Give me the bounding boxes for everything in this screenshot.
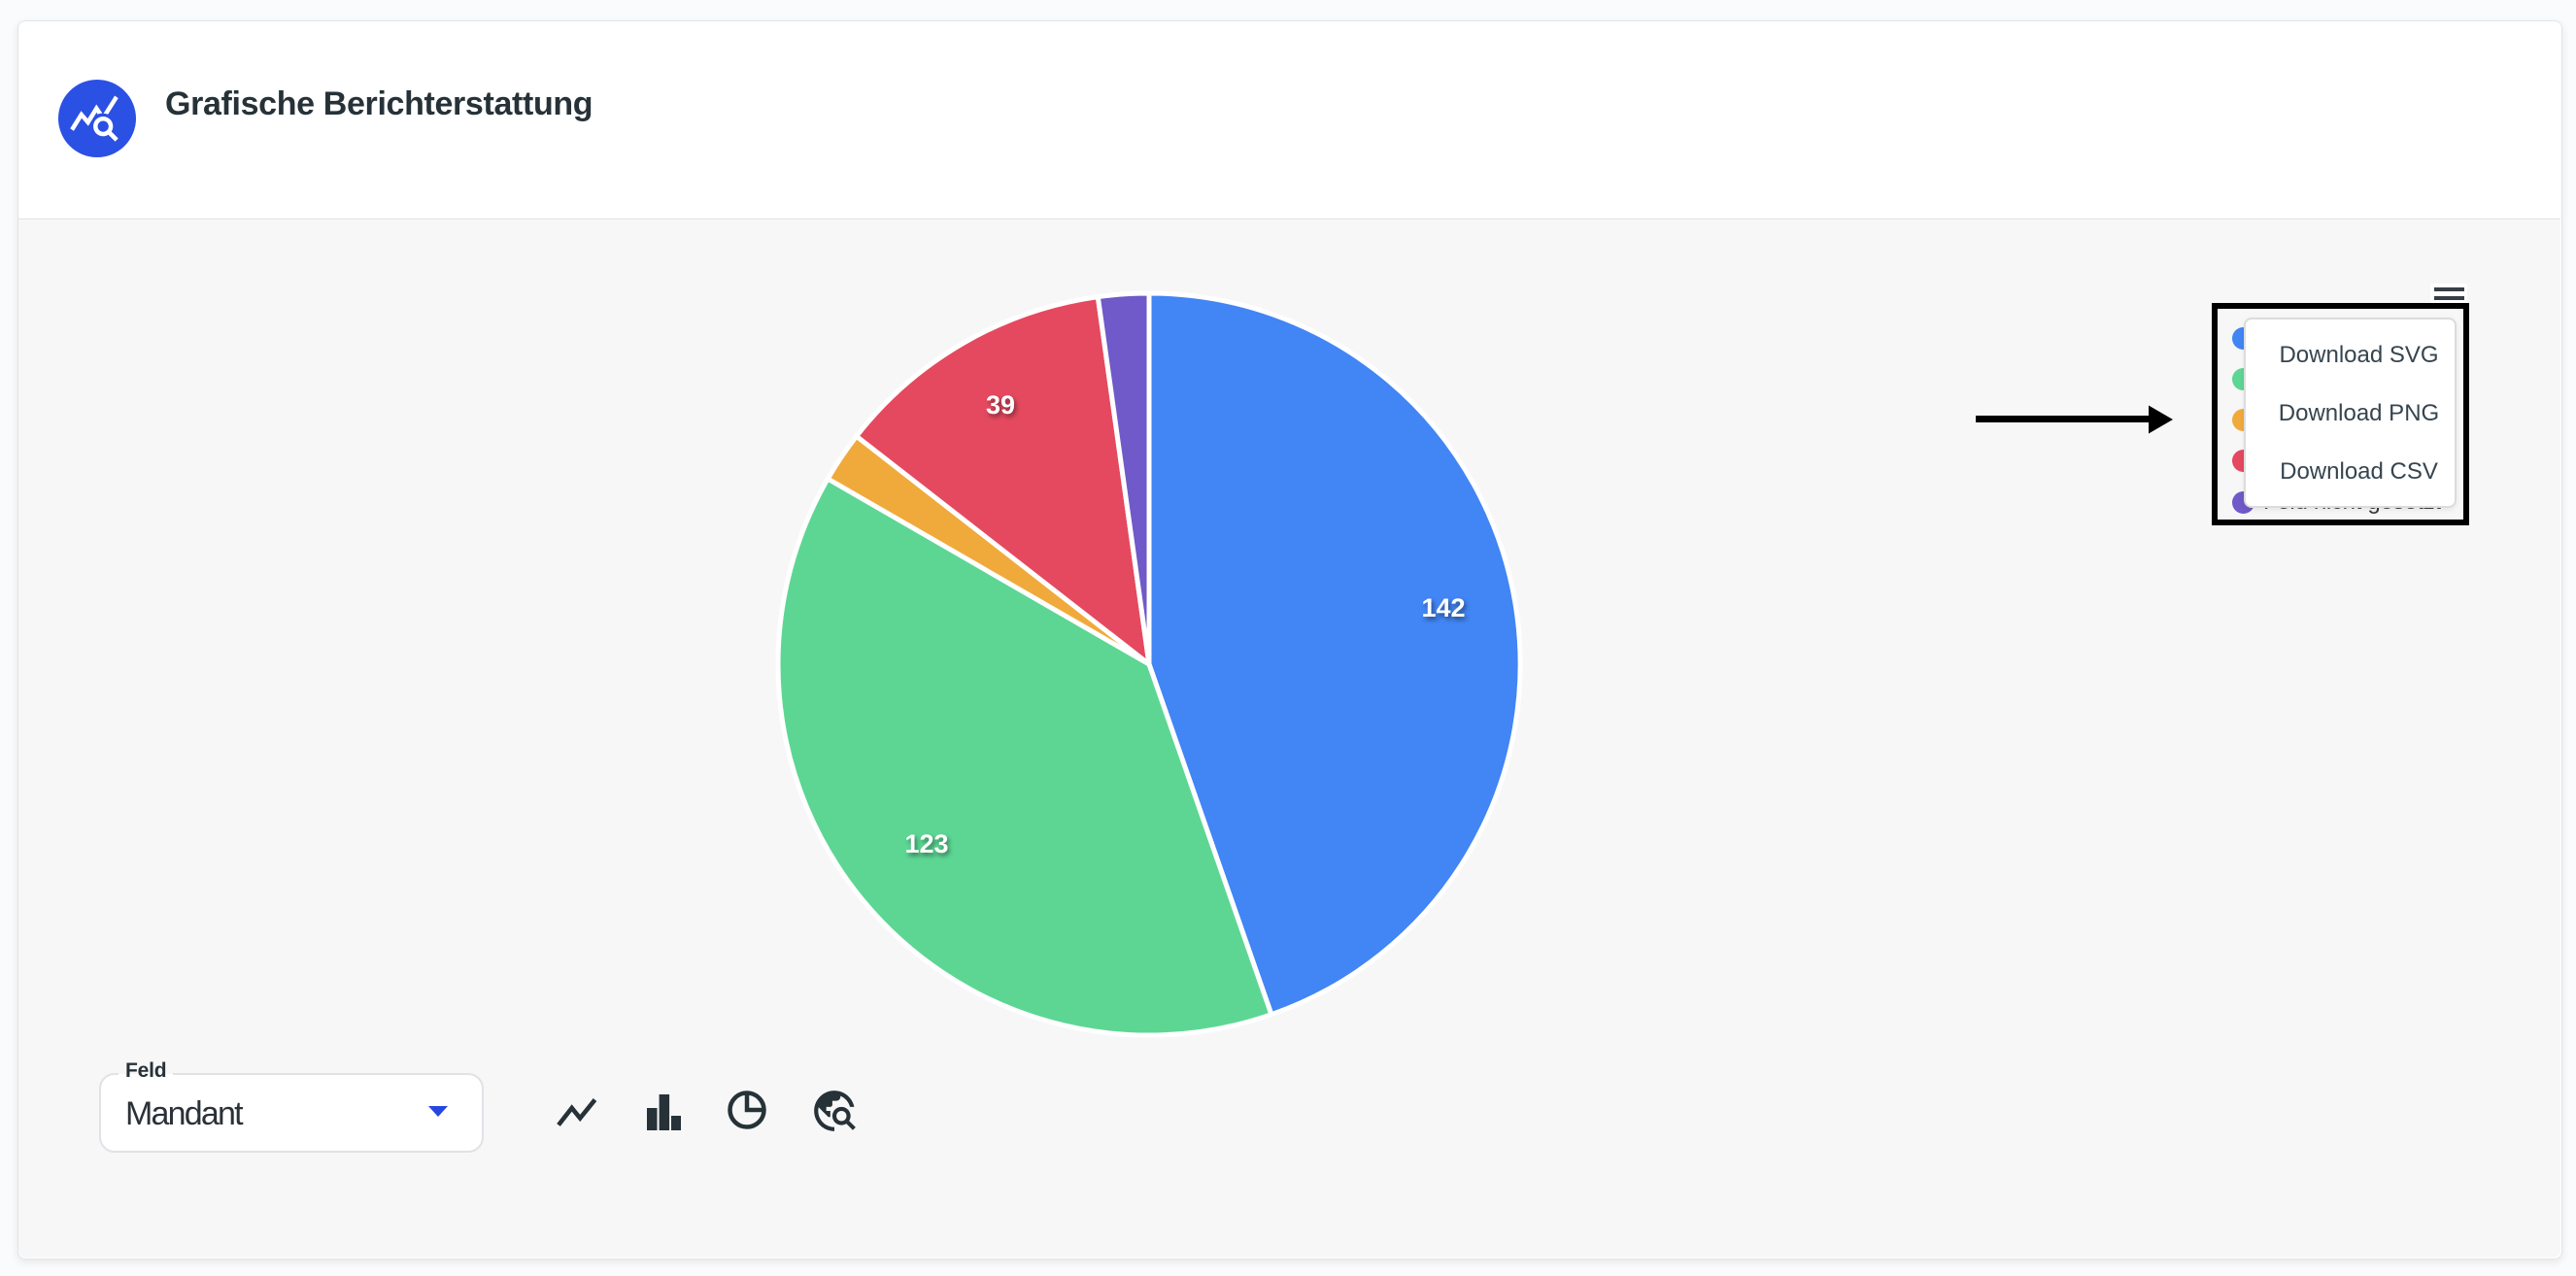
svg-text:142: 142	[1421, 593, 1465, 622]
svg-text:39: 39	[986, 390, 1015, 420]
svg-text:123: 123	[904, 829, 948, 858]
